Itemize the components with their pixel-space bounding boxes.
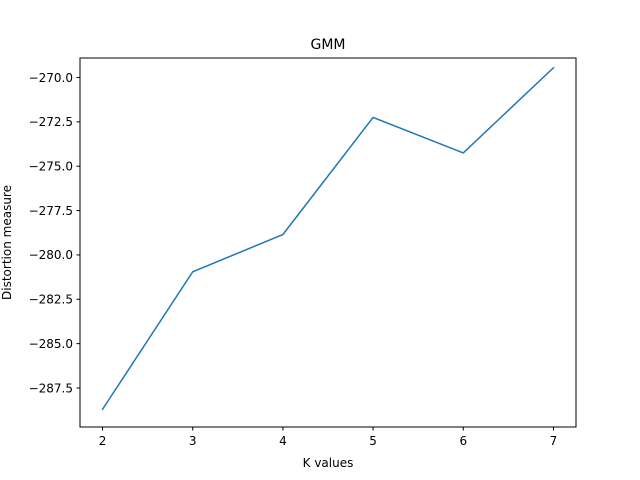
x-tick-label: 4 — [279, 434, 287, 448]
x-tick-label: 6 — [459, 434, 467, 448]
y-tick-label: −280.0 — [29, 248, 73, 262]
x-tick-label: 7 — [550, 434, 558, 448]
y-axis-label: Distortion measure — [0, 185, 14, 300]
y-tick-label: −282.5 — [29, 293, 73, 307]
x-tick-label: 5 — [369, 434, 377, 448]
y-tick-label: −277.5 — [29, 204, 73, 218]
x-tick-label: 3 — [189, 434, 197, 448]
y-tick-label: −270.0 — [29, 71, 73, 85]
y-tick-label: −272.5 — [29, 115, 73, 129]
axes-frame — [79, 57, 577, 428]
y-axis-ticks: −287.5 −285.0 −282.5 −280.0 −277.5 −275.0 −272… — [29, 71, 80, 395]
plot-lines — [101, 66, 555, 411]
series-line — [101, 66, 555, 411]
x-axis-label: K values — [303, 456, 354, 470]
x-tick-label: 2 — [99, 434, 107, 448]
y-tick-label: −285.0 — [29, 337, 73, 351]
x-axis-ticks: 2 3 4 5 6 7 — [99, 427, 558, 448]
y-tick-label: −287.5 — [29, 381, 73, 395]
y-tick-label: −275.0 — [29, 160, 73, 174]
chart-title: GMM — [310, 37, 345, 53]
